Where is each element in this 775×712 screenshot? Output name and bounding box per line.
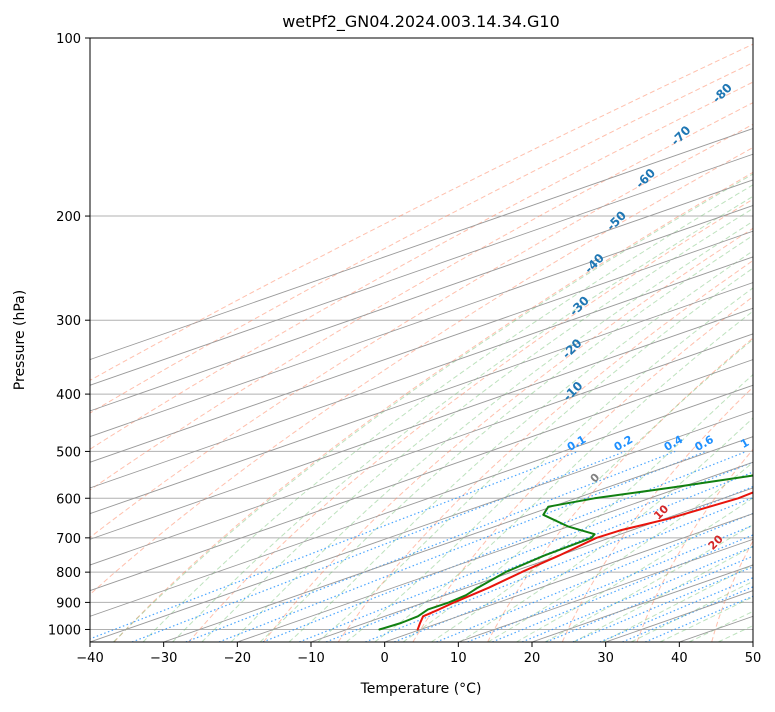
x-tick-label: 40 — [671, 651, 688, 666]
chart-title: wetPf2_GN04.2024.003.14.34.G10 — [282, 12, 560, 32]
x-tick-label: −20 — [224, 651, 251, 666]
x-tick-label: 20 — [524, 651, 541, 666]
x-tick-label: −10 — [297, 651, 324, 666]
x-tick-label: 30 — [597, 651, 614, 666]
x-tick-label: 50 — [745, 651, 762, 666]
y-tick-label: 800 — [56, 566, 81, 581]
y-tick-label: 100 — [56, 32, 81, 47]
y-axis-label: Pressure (hPa) — [12, 290, 28, 390]
y-tick-label: 600 — [56, 492, 81, 507]
y-tick-label: 900 — [56, 596, 81, 611]
x-tick-label: −40 — [76, 651, 103, 666]
x-tick-label: −30 — [150, 651, 177, 666]
x-axis-label: Temperature (°C) — [360, 681, 482, 697]
y-tick-label: 200 — [56, 210, 81, 225]
y-tick-label: 300 — [56, 314, 81, 329]
y-tick-label: 500 — [56, 445, 81, 460]
x-tick-label: 10 — [450, 651, 467, 666]
y-tick-label: 400 — [56, 388, 81, 403]
y-tick-label: 700 — [56, 532, 81, 547]
x-tick-label: 0 — [381, 651, 389, 666]
y-tick-label: 1000 — [48, 623, 81, 638]
